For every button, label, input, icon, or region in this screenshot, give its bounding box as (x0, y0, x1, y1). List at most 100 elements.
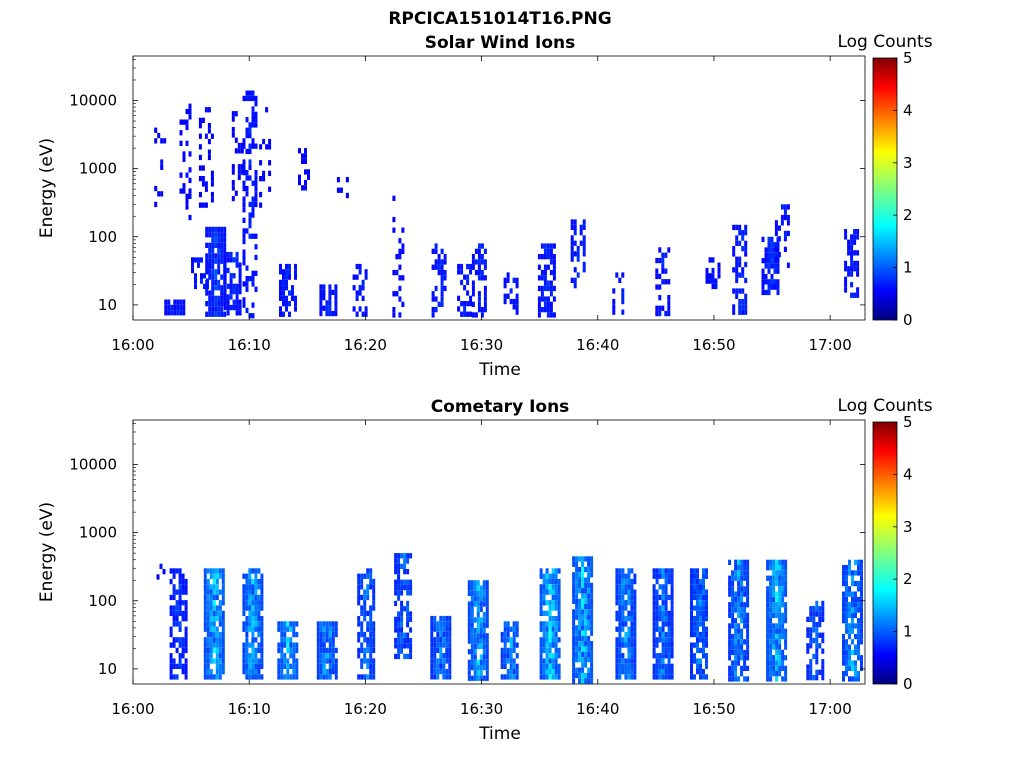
heatmap-cell (621, 309, 625, 315)
heatmap-cell (358, 290, 362, 296)
heatmap-cell (223, 278, 227, 284)
heatmap-cell (215, 610, 219, 616)
heatmap-cell (581, 625, 585, 631)
heatmap-cell (463, 285, 467, 291)
heatmap-cell (360, 621, 364, 627)
heatmap-cell (581, 630, 585, 636)
heatmap-cell (431, 307, 435, 313)
heatmap-cell (217, 311, 221, 317)
heatmap-cell (295, 669, 299, 675)
heatmap-cell (652, 610, 656, 616)
heatmap-cell (251, 106, 255, 112)
heatmap-cell (369, 631, 373, 638)
heatmap-cell (781, 665, 785, 671)
heatmap-cell (857, 607, 860, 613)
heatmap-cell (182, 310, 186, 316)
heatmap-cell (587, 641, 591, 647)
heatmap-cell (552, 259, 556, 265)
heatmap-cell (479, 654, 483, 660)
heatmap-cell (731, 602, 735, 608)
heatmap-cell (182, 156, 186, 162)
heatmap-cell (467, 633, 471, 639)
heatmap-cell (575, 667, 579, 673)
heatmap-cell (515, 283, 519, 289)
heatmap-cell (774, 257, 778, 263)
heatmap-cell (211, 242, 215, 248)
heatmap-cell (633, 605, 637, 611)
heatmap-cell (467, 580, 471, 586)
heatmap-cell (322, 631, 326, 638)
heatmap-cell (406, 558, 410, 564)
heatmap-cell (392, 269, 396, 276)
heatmap-cell (664, 573, 668, 579)
heatmap-cell (775, 596, 779, 603)
x-tick-label: 16:00 (111, 700, 154, 718)
heatmap-cell (784, 618, 788, 624)
heatmap-cell (661, 605, 665, 611)
heatmap-cell (815, 600, 819, 607)
heatmap-cell (806, 648, 810, 654)
figure-title: RPCICA151014T16.PNG (388, 9, 611, 29)
heatmap-cell (812, 616, 816, 622)
heatmap-cell (397, 553, 401, 559)
heatmap-cell (705, 626, 708, 632)
heatmap-cell (546, 243, 550, 249)
heatmap-cell (661, 642, 665, 648)
heatmap-cell (766, 612, 770, 618)
heatmap-cell (658, 669, 662, 675)
heatmap-cell (352, 285, 356, 291)
heatmap-cell (784, 665, 788, 671)
heatmap-cell (503, 293, 507, 299)
heatmap-cell (254, 244, 258, 250)
heatmap-cell (242, 207, 246, 213)
heatmap-cell (242, 238, 246, 245)
heatmap-cell (776, 279, 780, 285)
heatmap-cell (473, 633, 477, 639)
heatmap-cell (211, 274, 215, 280)
heatmap-cell (551, 568, 555, 574)
heatmap-cell (319, 674, 323, 680)
heatmap-cell (738, 288, 742, 294)
heatmap-cell (212, 621, 216, 627)
heatmap-cell (210, 197, 214, 203)
heatmap-cell (470, 580, 474, 586)
heatmap-cell (806, 627, 810, 633)
heatmap-cell (775, 565, 779, 571)
heatmap-cell (738, 256, 742, 262)
heatmap-cell (812, 637, 816, 644)
heatmap-cell (572, 657, 576, 663)
heatmap-cell (334, 647, 338, 654)
heatmap-cell (543, 280, 547, 286)
heatmap-cell (664, 268, 668, 274)
heatmap-cell (172, 568, 176, 574)
heatmap-cell (699, 594, 702, 601)
heatmap-cell (627, 626, 631, 632)
x-tick-label: 16:50 (692, 700, 735, 718)
heatmap-cell (282, 269, 285, 275)
heatmap-cell (208, 295, 212, 301)
heatmap-cell (474, 269, 478, 276)
heatmap-cell (696, 647, 699, 654)
heatmap-cell (476, 627, 480, 634)
heatmap-cell (658, 626, 662, 632)
heatmap-cell (542, 637, 546, 643)
heatmap-cell (280, 674, 284, 680)
heatmap-cell (575, 646, 579, 652)
heatmap-cell (209, 584, 213, 590)
heatmap-cell (242, 254, 246, 261)
heatmap-cell (442, 668, 446, 675)
heatmap-cell (708, 273, 712, 279)
heatmap-cell (851, 623, 854, 629)
x-tick-label: 17:00 (809, 336, 852, 354)
heatmap-cell (737, 607, 741, 613)
heatmap-cell (184, 669, 188, 675)
heatmap-cell (851, 618, 854, 624)
heatmap-cell (232, 304, 236, 311)
heatmap-cell (506, 653, 510, 659)
heatmap-cell (769, 618, 773, 624)
heatmap-cell (470, 622, 474, 628)
heatmap-cell (357, 589, 361, 595)
heatmap-cell (786, 220, 790, 226)
heatmap-cell (205, 232, 209, 238)
heatmap-cell (633, 647, 637, 654)
